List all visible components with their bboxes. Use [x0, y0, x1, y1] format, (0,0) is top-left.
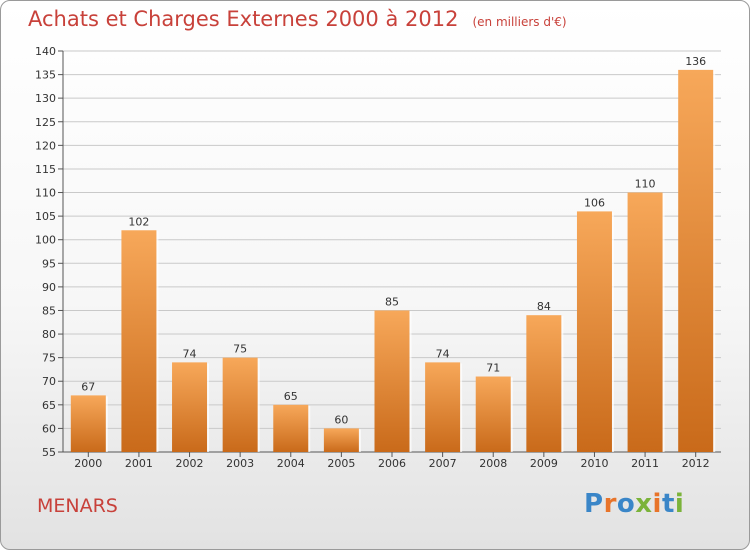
logo-letter: t [661, 489, 675, 519]
bar-2009 [526, 315, 562, 452]
chart-title-text: Achats et Charges Externes 2000 à 2012 [28, 7, 459, 31]
bar-value-labels: 67 102 74 75 65 60 85 74 71 84 106 110 136 [81, 55, 706, 427]
bar-value-label: 106 [584, 196, 605, 209]
bar-2003 [222, 357, 258, 452]
bar-2002 [172, 362, 208, 452]
x-tick-label: 2002 [176, 457, 204, 470]
bar-2000 [70, 395, 106, 452]
y-tick-label: 125 [35, 116, 56, 129]
bar-2008 [475, 376, 511, 452]
y-tick-label: 130 [35, 92, 56, 105]
bar-value-label: 67 [81, 380, 95, 393]
x-tick-label: 2001 [125, 457, 153, 470]
y-tick-label: 65 [42, 399, 56, 412]
bar-2011 [627, 192, 663, 452]
x-tick-label: 2012 [682, 457, 710, 470]
y-tick-label: 110 [35, 187, 56, 200]
logo-letter: i [652, 489, 662, 519]
y-tick-label: 120 [35, 139, 56, 152]
x-tick-label: 2003 [226, 457, 254, 470]
y-tick-label: 55 [42, 446, 56, 459]
proxiti-logo: Proxiti [584, 489, 684, 519]
y-tick-label: 70 [42, 375, 56, 388]
bar-value-label: 75 [233, 343, 247, 356]
x-tick-label: 2009 [530, 457, 558, 470]
location-name: MENARS [37, 495, 118, 517]
bar-2006 [374, 310, 410, 452]
logo-letter: x [635, 489, 653, 519]
bar-2001 [121, 230, 157, 452]
bar-value-label: 84 [537, 300, 551, 313]
chart-subtitle: (en milliers d'€) [472, 15, 567, 29]
y-tick-label: 60 [42, 422, 56, 435]
x-tick-label: 2008 [479, 457, 507, 470]
bar-value-label: 60 [334, 413, 348, 426]
x-tick-label: 2004 [277, 457, 305, 470]
x-tick-label: 2006 [378, 457, 406, 470]
logo-letter: o [616, 489, 636, 519]
x-tick-label: 2007 [429, 457, 457, 470]
logo-letter: i [674, 489, 685, 519]
bar-value-label: 74 [183, 347, 197, 360]
y-tick-label: 140 [35, 45, 56, 58]
x-tick-label: 2011 [631, 457, 659, 470]
y-tick-label: 100 [35, 234, 56, 247]
bar-value-label: 110 [635, 178, 656, 191]
bar-value-label: 85 [385, 295, 399, 308]
logo-letter: P [584, 489, 604, 519]
bar-value-label: 102 [128, 215, 149, 228]
bar-value-label: 71 [486, 362, 500, 375]
bar-2010 [576, 211, 612, 452]
x-tick-labels: 2000 2001 2002 2003 2004 2005 2006 2007 2008 2009… [74, 452, 710, 470]
bar-value-label: 65 [284, 390, 298, 403]
bars [70, 69, 716, 452]
y-tick-label: 95 [42, 257, 56, 270]
y-tick-label: 115 [35, 163, 56, 176]
x-tick-label: 2005 [327, 457, 355, 470]
y-tick-label: 80 [42, 328, 56, 341]
y-tick-label: 75 [42, 352, 56, 365]
bar-2012 [678, 69, 714, 452]
bar-2005 [323, 428, 359, 452]
bar-value-label: 136 [685, 55, 706, 68]
x-tick-label: 2010 [580, 457, 608, 470]
logo-letter: r [603, 489, 617, 519]
bar-2004 [273, 404, 309, 452]
chart-title: Achats et Charges Externes 2000 à 2012 (e… [28, 7, 567, 31]
bar-value-label: 74 [436, 347, 450, 360]
y-tick-label: 105 [35, 210, 56, 223]
y-tick-label: 135 [35, 69, 56, 82]
y-tick-labels: 55 60 65 70 75 80 85 90 95 100 105 110 115 120 125 130 1… [35, 45, 63, 459]
y-tick-label: 85 [42, 304, 56, 317]
bar-2007 [425, 362, 461, 452]
y-tick-label: 90 [42, 281, 56, 294]
x-tick-label: 2000 [74, 457, 102, 470]
